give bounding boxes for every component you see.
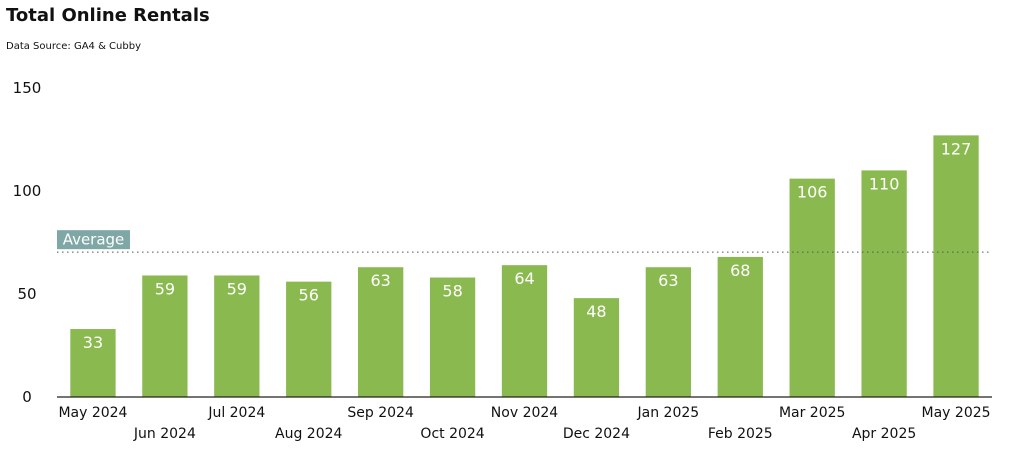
bar-value-label: 106 [797, 183, 828, 202]
x-tick-label: Nov 2024 [491, 405, 558, 421]
x-tick-label: Apr 2025 [852, 426, 916, 442]
bar-value-label: 59 [155, 279, 175, 298]
bar-value-label: 59 [227, 279, 247, 298]
bar [142, 275, 188, 397]
bar [861, 170, 907, 397]
bar [286, 281, 332, 397]
x-tick-label: May 2024 [58, 405, 127, 421]
x-tick-label: Feb 2025 [708, 426, 773, 442]
bar [501, 265, 548, 397]
bar-value-label: 110 [869, 174, 900, 193]
bar [789, 178, 835, 397]
average-marker: Average [57, 230, 992, 253]
y-tick-label: 0 [22, 388, 32, 406]
chart-title: Total Online Rentals [6, 5, 210, 26]
average-label: Average [63, 231, 125, 249]
y-tick-label: 50 [17, 285, 36, 303]
x-tick-label: Dec 2024 [563, 426, 630, 442]
bar [717, 256, 763, 397]
y-tick-label: 150 [13, 79, 42, 97]
bar-value-label: 48 [586, 302, 606, 321]
bar-value-label: 33 [83, 333, 103, 352]
x-tick-label: Oct 2024 [420, 426, 484, 442]
bar-value-label: 63 [658, 271, 678, 290]
bar [70, 329, 116, 397]
x-tick-label: Mar 2025 [779, 405, 846, 421]
bar [573, 298, 620, 397]
bar [933, 135, 979, 397]
bar [645, 267, 692, 397]
bar-value-label: 68 [730, 261, 750, 280]
bar-value-label: 58 [442, 282, 462, 301]
chart-subtitle: Data Source: GA4 & Cubby [6, 41, 141, 52]
bar-value-label: 56 [299, 286, 319, 305]
bar-value-label: 63 [370, 271, 390, 290]
bar-data-labels: 33 59 59 56 63 58 64 48 63 68 106 110 127 [83, 139, 972, 352]
x-tick-label: Sep 2024 [347, 405, 414, 421]
x-tick-label: Jan 2025 [637, 405, 700, 421]
bar [357, 267, 404, 397]
average-label-background [57, 230, 130, 250]
bar [429, 277, 476, 397]
x-tick-label: May 2025 [922, 405, 991, 421]
bar-value-label: 127 [941, 139, 972, 158]
bar [214, 275, 260, 397]
y-axis: 0 50 100 150 [13, 79, 42, 406]
bar-series [70, 135, 979, 397]
x-tick-label: Aug 2024 [275, 426, 343, 442]
x-tick-label: Jul 2024 [207, 405, 265, 421]
x-tick-label: Jun 2024 [133, 426, 196, 442]
y-tick-label: 100 [13, 182, 42, 200]
bar-value-label: 64 [514, 269, 534, 288]
